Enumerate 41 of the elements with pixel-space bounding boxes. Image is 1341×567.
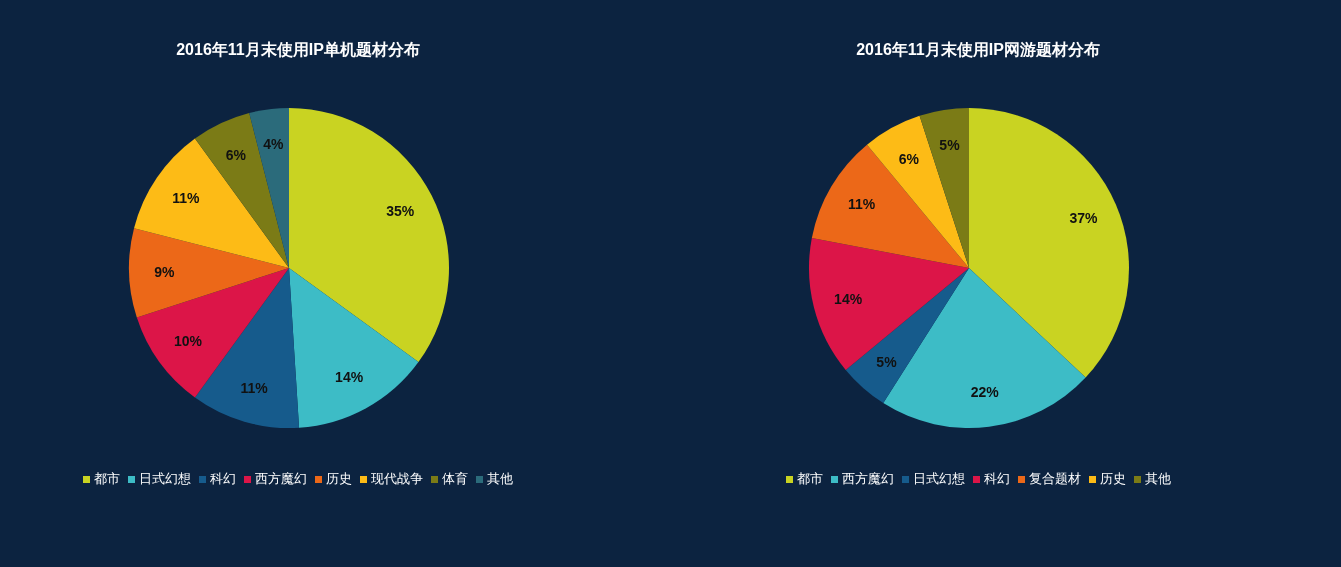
data-label: 6% [225,147,247,164]
pie-slice [289,268,419,428]
legend-label: 历史 [1098,470,1126,488]
legend-label: 其他 [1143,470,1171,488]
data-label: 11% [172,189,200,206]
data-label: 14% [335,369,364,386]
chart-title: 2016年11月末使用IP单机题材分布 [175,40,421,60]
legend-label: 其他 [486,470,513,488]
legend-label: 西方魔幻 [840,470,894,488]
pie-slice [136,268,289,398]
data-label: 14% [834,291,863,308]
legend-label: 西方魔幻 [254,470,307,488]
data-label: 6% [898,150,920,167]
data-label: 35% [386,203,415,220]
pie-slice [129,228,289,318]
data-label: 22% [970,383,1000,400]
legend-label: 科幻 [982,470,1010,488]
legend-label: 都市 [795,470,823,488]
data-label: 11% [847,196,876,213]
data-label: 5% [939,136,961,153]
legend-label: 体育 [441,470,468,488]
pie-slice [249,108,289,268]
data-label: 9% [154,263,175,280]
data-label: 5% [876,353,898,370]
data-label: 10% [174,333,203,350]
data-label: 11% [240,379,269,396]
pie-slice [134,138,289,268]
legend-label: 科幻 [209,470,236,488]
data-label: 4% [263,136,285,153]
legend-label: 现代战争 [370,470,423,488]
data-label: 37% [1069,210,1099,227]
pie-slice [289,108,449,363]
legend-label: 复合题材 [1027,470,1081,488]
pie-slice [809,238,969,370]
legend-label: 日式幻想 [911,470,965,488]
legend-label: 日式幻想 [138,470,191,488]
chart-title: 2016年11月末使用IP网游题材分布 [855,40,1101,60]
legend-label: 历史 [325,470,352,488]
pie-slice [919,108,969,268]
pie-slice [969,108,1129,378]
legend-label: 都市 [93,470,120,488]
